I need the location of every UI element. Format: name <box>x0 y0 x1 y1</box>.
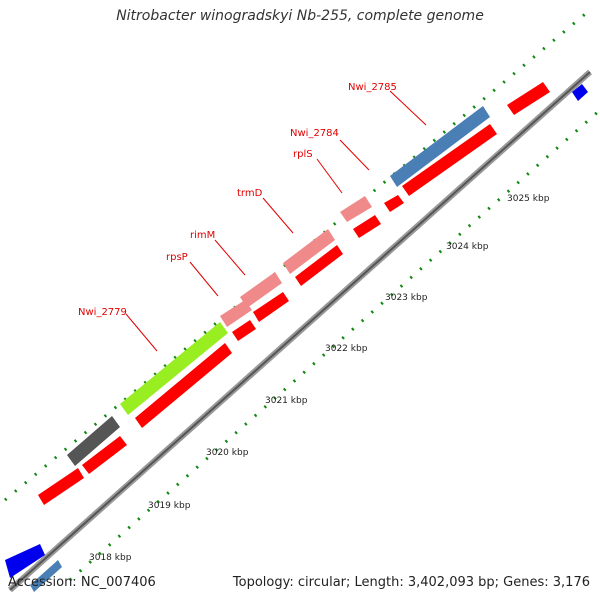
label-nwi2784[interactable]: Nwi_2784 <box>290 128 339 139</box>
gene-red-6[interactable] <box>295 245 343 286</box>
gene-red-2[interactable] <box>82 436 127 474</box>
gene-nwi2784[interactable] <box>390 106 490 187</box>
accession-value: NC_007406 <box>80 575 156 590</box>
gene-red-7[interactable] <box>353 215 381 238</box>
tick-3018: 3018 kbp <box>89 553 132 563</box>
gene-red-4[interactable] <box>232 320 256 341</box>
label-nwi2779[interactable]: Nwi_2779 <box>78 307 127 318</box>
leader-nwi2785 <box>389 90 427 126</box>
label-rimm[interactable]: rimM <box>190 230 215 241</box>
tick-3022: 3022 kbp <box>325 344 368 354</box>
gene-red-8[interactable] <box>384 195 404 212</box>
accession-label: Accession: <box>8 575 77 590</box>
gene-red-3[interactable] <box>135 343 232 428</box>
tick-3021: 3021 kbp <box>265 396 308 406</box>
gene-rimm[interactable] <box>240 272 282 308</box>
tick-3024: 3024 kbp <box>446 242 489 252</box>
genome-summary: Topology: circular; Length: 3,402,093 bp… <box>232 575 590 590</box>
genome-backbone-core <box>9 71 591 591</box>
label-nwi2785[interactable]: Nwi_2785 <box>348 82 397 93</box>
tick-3019: 3019 kbp <box>148 501 191 511</box>
gene-red-10[interactable] <box>507 82 550 115</box>
leader-rpsp <box>189 261 219 297</box>
gene-red-1[interactable] <box>38 468 84 505</box>
leader-nwi2784 <box>339 139 370 171</box>
map-title: Nitrobacter winogradskyi Nb-255, complet… <box>116 8 484 24</box>
gene-blue-top-right[interactable] <box>572 84 588 101</box>
gene-blue-bottom-left[interactable] <box>5 544 45 578</box>
gene-red-9[interactable] <box>402 124 497 196</box>
leader-rpls <box>316 158 343 194</box>
gene-trmd[interactable] <box>283 229 335 274</box>
accession-info: Accession: NC_007406 <box>8 575 156 590</box>
gene-rpls[interactable] <box>340 196 372 222</box>
leader-trmd <box>262 197 294 234</box>
leader-rimm <box>214 239 246 276</box>
leader-nwi2779 <box>125 313 158 352</box>
gene-nwi2779[interactable] <box>120 322 228 415</box>
label-rpls[interactable]: rplS <box>293 149 313 160</box>
inner-tick-track <box>69 108 600 582</box>
gene-steelblue-bottom-left[interactable] <box>30 560 62 592</box>
tick-3025: 3025 kbp <box>507 194 550 204</box>
label-rpsp[interactable]: rpsP <box>166 252 188 263</box>
gene-rpsp[interactable] <box>220 300 252 327</box>
gene-gray[interactable] <box>67 416 120 466</box>
gene-red-5[interactable] <box>253 292 289 322</box>
tick-3020: 3020 kbp <box>206 448 249 458</box>
tick-3023: 3023 kbp <box>385 293 428 303</box>
label-trmd[interactable]: trmD <box>237 188 263 199</box>
